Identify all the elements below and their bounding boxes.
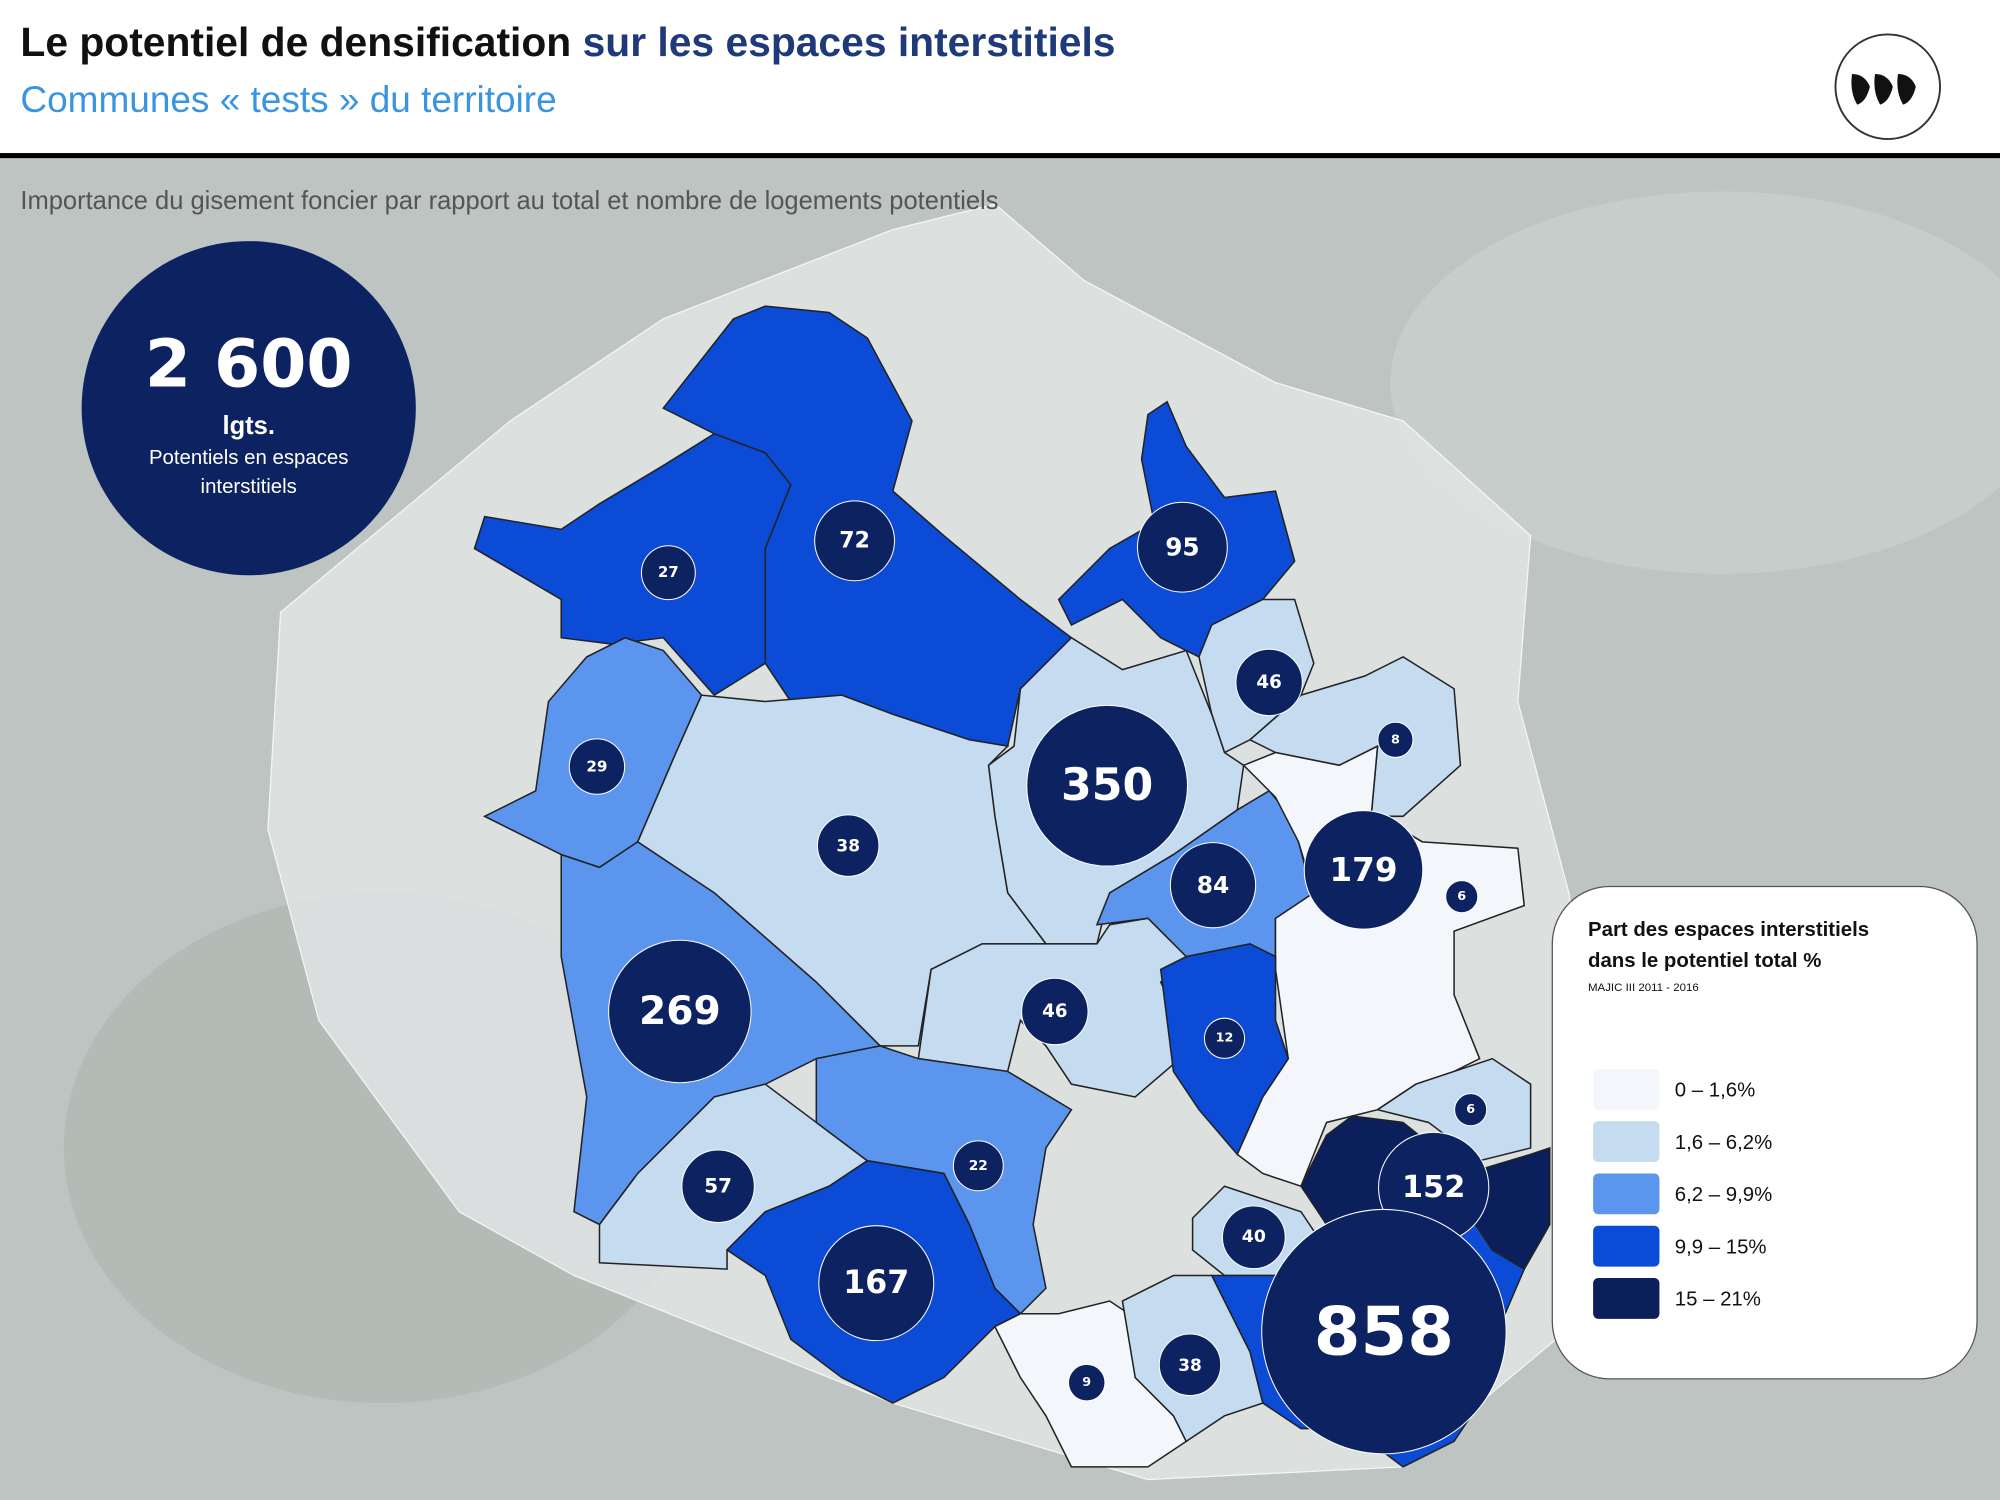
title-part: sur les espaces interstitiels xyxy=(583,19,1116,65)
commune-value: 95 xyxy=(1165,533,1199,562)
subtitle: Communes « tests » du territoire xyxy=(20,79,556,120)
commune-bubble xyxy=(681,1149,755,1223)
commune-value: 6 xyxy=(1457,889,1466,904)
commune-value: 46 xyxy=(1042,1001,1067,1022)
commune-value: 22 xyxy=(969,1158,988,1174)
total-value: 2 600 xyxy=(145,325,353,403)
commune-bubble xyxy=(818,1225,935,1342)
commune-bubble xyxy=(1136,501,1228,593)
legend-label: 15 – 21% xyxy=(1675,1289,1761,1311)
commune-bubble xyxy=(1021,977,1089,1046)
commune-bubble xyxy=(1303,810,1424,930)
total-unit: lgts. xyxy=(223,412,275,440)
commune-value: 6 xyxy=(1466,1102,1475,1117)
legend-title: Part des espaces interstitiels xyxy=(1588,919,1869,941)
commune-value: 57 xyxy=(704,1175,732,1198)
logo xyxy=(1834,33,1942,140)
header xyxy=(0,0,2000,154)
legend-swatch xyxy=(1593,1068,1660,1110)
total-description: Potentiels en espaces xyxy=(149,447,349,469)
header-rule xyxy=(0,153,2000,159)
commune-bubble xyxy=(1026,704,1189,867)
commune-bubble xyxy=(640,545,696,601)
total-description: interstitiels xyxy=(201,476,297,498)
commune-bubble xyxy=(952,1140,1004,1192)
commune-bubble xyxy=(1261,1208,1507,1455)
commune-bubble xyxy=(816,814,880,877)
commune-bubble xyxy=(1454,1093,1488,1127)
commune-bubble xyxy=(1221,1205,1286,1270)
commune-value: 167 xyxy=(843,1265,909,1301)
commune-value: 858 xyxy=(1314,1293,1454,1371)
legend-swatch xyxy=(1593,1173,1660,1215)
legend-swatch xyxy=(1593,1278,1660,1319)
commune-value: 12 xyxy=(1216,1031,1234,1046)
commune-bubble xyxy=(1377,721,1414,758)
commune-value: 72 xyxy=(839,528,870,553)
commune-bubble xyxy=(1158,1333,1222,1397)
commune-value: 8 xyxy=(1391,732,1400,747)
legend-label: 0 – 1,6% xyxy=(1675,1080,1756,1102)
title-part: Le potentiel de densification xyxy=(20,19,571,65)
title: Le potentiel de densification sur les es… xyxy=(20,19,1115,65)
commune-value: 38 xyxy=(1178,1355,1202,1375)
legend-label: 1,6 – 6,2% xyxy=(1675,1132,1773,1154)
commune-value: 350 xyxy=(1061,760,1153,811)
commune-bubble xyxy=(608,939,752,1084)
legend: Part des espaces interstitiels dans le p… xyxy=(1551,885,1978,1380)
commune-bubble xyxy=(1203,1017,1246,1059)
commune-value: 38 xyxy=(836,836,860,856)
commune-value: 40 xyxy=(1242,1227,1266,1247)
commune-value: 179 xyxy=(1329,851,1397,889)
commune-value: 46 xyxy=(1256,672,1281,693)
commune-bubble xyxy=(814,500,896,582)
commune-bubble xyxy=(568,738,626,795)
commune-value: 269 xyxy=(639,989,721,1034)
total-bubble xyxy=(81,241,416,576)
legend-swatch xyxy=(1593,1225,1660,1267)
commune-value: 27 xyxy=(658,564,679,581)
commune-bubble xyxy=(1235,648,1303,717)
commune-bubble xyxy=(1169,842,1257,929)
bubbles: 27 72 95 46 8 350 29 38 84 179 6 269 46 12 6 152 57 22 167… xyxy=(568,500,1507,1455)
legend-label: 9,9 – 15% xyxy=(1675,1236,1767,1258)
commune-bubble xyxy=(1445,880,1479,914)
legend-swatch xyxy=(1593,1121,1660,1162)
map-caption: Importance du gisement foncier par rappo… xyxy=(20,187,998,215)
commune-value: 84 xyxy=(1197,871,1230,899)
commune-value: 152 xyxy=(1402,1170,1465,1205)
commune-value: 9 xyxy=(1082,1375,1091,1390)
commune-value: 29 xyxy=(586,758,607,776)
legend-label: 6,2 – 9,9% xyxy=(1675,1184,1773,1206)
terrain xyxy=(1390,191,2000,574)
legend-title: dans le potentiel total % xyxy=(1588,950,1821,972)
legend-source: MAJIC III 2011 - 2016 xyxy=(1588,982,1699,994)
commune-bubble xyxy=(1067,1363,1106,1402)
